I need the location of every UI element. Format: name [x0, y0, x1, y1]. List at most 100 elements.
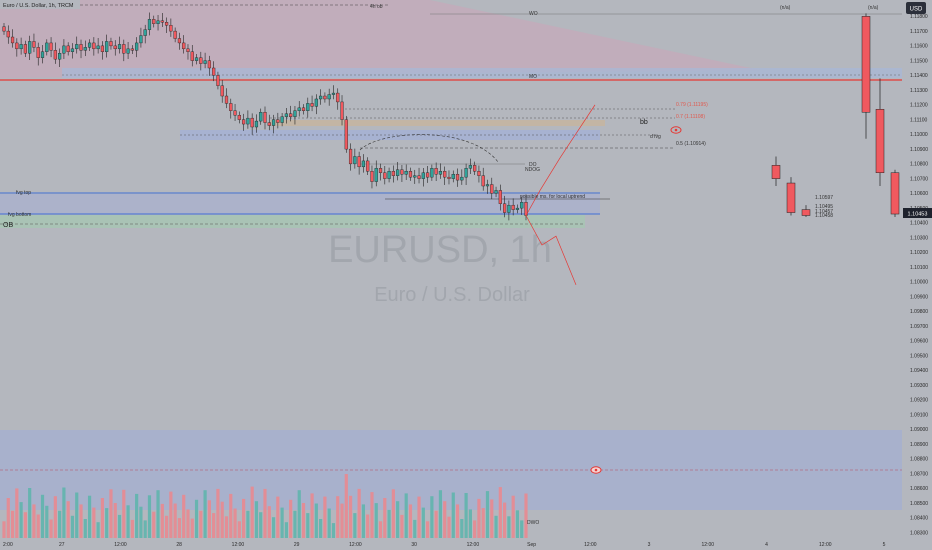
candle-body	[246, 117, 250, 125]
eye-icon-pupil	[674, 128, 678, 132]
candle-body	[357, 156, 361, 168]
price-ticks: 1.11800 1.11700 1.11600 1.11500 1.11400 1.113…	[910, 14, 928, 536]
candle-body	[186, 48, 190, 52]
candle-body	[45, 42, 49, 52]
volume-bar	[511, 495, 515, 538]
price-tick-label: 1.09100	[910, 412, 928, 418]
volume-bar	[10, 510, 15, 538]
candle-body	[425, 172, 430, 178]
candle-body	[143, 29, 147, 36]
candle-body	[19, 44, 23, 50]
price-tick-label: 1.10600	[910, 191, 928, 197]
candle-body	[507, 204, 511, 213]
candle-body	[301, 107, 306, 111]
volume-bar	[494, 515, 498, 538]
price-tick-label: 1.11400	[910, 73, 928, 79]
candle-body	[387, 171, 391, 179]
candle-body	[49, 42, 53, 51]
volume-bar	[464, 493, 468, 538]
currency-label: USD	[910, 7, 923, 13]
time-tick-label: 29	[294, 542, 300, 548]
volume-bar	[130, 519, 134, 538]
volume-bar	[32, 504, 36, 538]
candle-body	[413, 175, 417, 178]
candle-body	[62, 45, 66, 54]
ob-4h-label: 4h ob	[370, 4, 383, 10]
candle-body	[83, 47, 87, 51]
price-tick-label: 1.09000	[910, 427, 928, 433]
candle-body	[40, 51, 45, 58]
volume-bar	[271, 517, 276, 538]
candle-body	[344, 119, 348, 150]
price-tick-label: 1.11300	[910, 88, 928, 94]
currency-badge[interactable]	[906, 2, 926, 14]
price-tick-label: 1.09700	[910, 324, 928, 330]
price-axis[interactable]: USD 1.118001.117001.116001.115001.114001…	[902, 0, 932, 550]
volume-bar	[460, 519, 464, 538]
time-axis[interactable]: 2:00 27 12:00 28 12:00 29 12:00 30 12:00 Sep 12:00…	[0, 538, 902, 550]
volume-bar	[36, 514, 40, 538]
candle-body	[464, 168, 468, 178]
volume-bar	[413, 519, 417, 538]
price-tick-label: 1.08800	[910, 457, 928, 463]
candle-body	[327, 94, 331, 100]
na-label-1: (n/a)	[780, 5, 791, 11]
candle-body	[164, 22, 169, 26]
candle-body	[490, 184, 494, 194]
candle-body	[66, 45, 70, 52]
eye-icon-upper[interactable]	[670, 126, 682, 134]
candle-body	[438, 171, 443, 175]
candle-body	[109, 41, 113, 47]
candle-body	[237, 114, 241, 120]
volume-bar	[58, 510, 62, 538]
candle-body	[421, 172, 425, 179]
ob-4h-zone	[0, 0, 760, 78]
time-tick-label: 3	[648, 542, 651, 548]
forecast-layer	[525, 104, 596, 285]
candle-body	[194, 57, 199, 61]
candle-body	[417, 175, 421, 179]
candle-body	[160, 20, 164, 23]
candle-body	[139, 35, 143, 44]
candle-body	[203, 60, 207, 64]
volume-bar	[310, 493, 314, 538]
volume-bar	[336, 496, 340, 538]
volume-bar	[143, 520, 147, 538]
fib-05-label: 0.5 (1.10914)	[676, 141, 706, 147]
volume-bar	[374, 503, 378, 538]
candle-body	[306, 103, 310, 111]
eye-icon-lower[interactable]	[590, 466, 602, 474]
volume-bar	[182, 494, 186, 538]
candle-body	[520, 202, 524, 209]
price-tick-label: 1.09800	[910, 309, 928, 315]
volume-bar	[477, 498, 481, 538]
volume-bar	[515, 510, 520, 538]
candle-body	[289, 113, 293, 117]
volume-bar	[199, 510, 203, 538]
right-candle-body	[771, 165, 781, 179]
fib-07-label: 0.7 (1.11108)	[676, 114, 705, 120]
time-tick-label: 12:00	[584, 542, 597, 548]
price-tick-label: 1.10400	[910, 221, 928, 227]
volume-bar	[75, 492, 79, 538]
candle-body	[293, 110, 297, 117]
candle-body	[481, 175, 485, 187]
volume-bar	[70, 515, 75, 538]
volume-bar	[507, 516, 511, 538]
volume-bar	[520, 520, 524, 538]
volume-bar	[481, 508, 485, 538]
price-tick-label: 1.08600	[910, 486, 928, 492]
candle-body	[319, 95, 323, 100]
volume-bar	[421, 507, 425, 538]
volume-bar	[254, 501, 259, 538]
volume-bar	[263, 488, 267, 538]
volume-bar	[113, 503, 117, 538]
price-tick-label: 1.09600	[910, 339, 928, 345]
candle-body	[254, 120, 259, 128]
candle-body	[250, 117, 254, 128]
eye-icon[interactable]	[670, 126, 682, 134]
candle-body	[455, 173, 460, 181]
volume-bar	[220, 501, 224, 538]
price-tick-label: 1.08900	[910, 442, 928, 448]
